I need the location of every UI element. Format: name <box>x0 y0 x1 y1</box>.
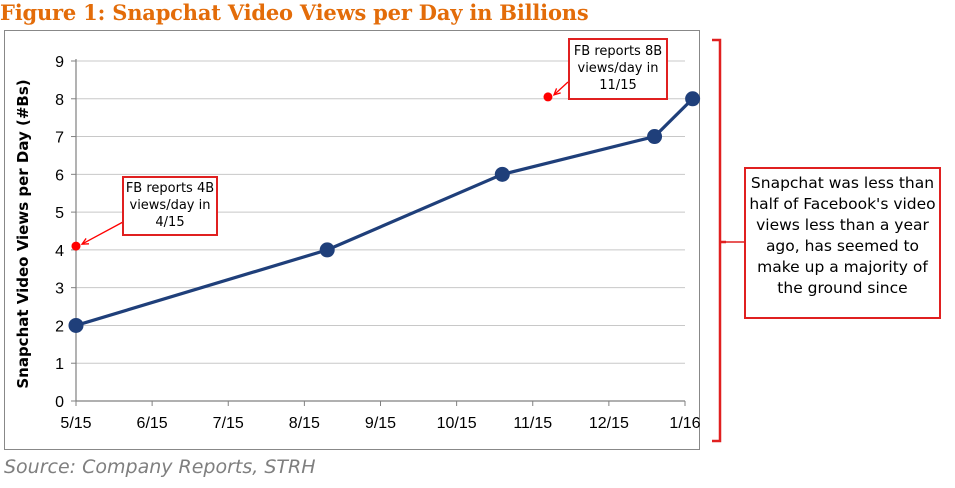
callout-fb-8b-line-1: FB reports 8B <box>573 44 663 59</box>
y-axis-title: Snapchat Video Views per Day (#Bs) <box>14 79 32 388</box>
y-tick-label: 6 <box>55 167 64 184</box>
summary-line-2: half of Facebook's video <box>749 195 936 213</box>
callout-fb-4b: FB reports 4B views/day in 4/15 <box>122 176 218 236</box>
y-tick-label: 2 <box>55 318 64 335</box>
x-tick-label: 5/15 <box>60 415 91 432</box>
callout-fb-8b-line-2: views/day in <box>577 61 659 76</box>
y-tick-label: 1 <box>55 356 64 373</box>
data-point-4 <box>685 91 701 107</box>
y-tick-label: 9 <box>55 54 64 71</box>
y-tick-label: 4 <box>55 243 64 260</box>
x-tick-label: 12/15 <box>589 415 629 432</box>
summary-line-1: Snapchat was less than <box>750 174 935 192</box>
callout-fb-8b-line-3: 11/15 <box>599 78 637 93</box>
x-tick-label: 1/16 <box>669 415 700 432</box>
y-tick-label: 8 <box>55 92 64 109</box>
data-point-2 <box>494 166 510 182</box>
data-point-3 <box>647 129 663 145</box>
x-tick-label: 6/15 <box>137 415 168 432</box>
arrow-fb-4b <box>81 221 124 245</box>
arrow-fb-4b-head <box>80 238 90 245</box>
y-tick-label: 7 <box>55 130 64 147</box>
x-tick-label: 8/15 <box>289 415 320 432</box>
callout-fb-4b-line-1: FB reports 4B <box>125 181 215 196</box>
data-point-0 <box>68 317 84 333</box>
x-tick-label: 11/15 <box>513 415 552 432</box>
summary-line-3: views less than a year <box>756 216 929 234</box>
summary-line-6: the ground since <box>777 279 908 297</box>
y-tick-label: 0 <box>55 394 64 411</box>
source-note: Source: Company Reports, STRH <box>4 456 316 478</box>
arrow-fb-8b-head <box>552 88 561 96</box>
y-tick-label: 3 <box>55 281 64 298</box>
y-tick-label: 5 <box>55 205 64 222</box>
summary-line-4: ago, has seemed to <box>765 237 920 255</box>
x-tick-label: 7/15 <box>213 415 244 432</box>
facebook-point-0 <box>71 241 81 251</box>
facebook-point-1 <box>543 92 553 102</box>
data-point-1 <box>319 242 335 258</box>
bracket <box>712 38 726 443</box>
x-tick-label: 9/15 <box>365 415 396 432</box>
callout-fb-4b-line-3: 4/15 <box>155 215 185 230</box>
arrow-fb-8b <box>553 81 569 96</box>
callout-fb-4b-line-2: views/day in <box>129 198 211 213</box>
summary-line-5: make up a majority of <box>757 258 928 276</box>
callout-fb-8b: FB reports 8B views/day in 11/15 <box>568 38 668 100</box>
chart-frame <box>4 30 700 450</box>
callout-summary: Snapchat was less than half of Facebook'… <box>744 167 941 319</box>
x-tick-label: 10/15 <box>437 415 477 432</box>
figure-title: Figure 1: Snapchat Video Views per Day i… <box>0 0 589 25</box>
